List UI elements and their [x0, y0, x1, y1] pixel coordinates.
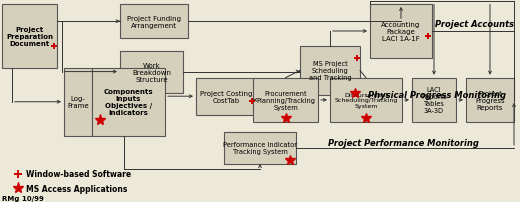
Text: Project Costing
CostTab: Project Costing CostTab: [200, 90, 252, 103]
Bar: [224, 132, 296, 164]
Text: Project
Progress
Reports: Project Progress Reports: [475, 90, 505, 110]
Text: Project Accounts: Project Accounts: [435, 20, 514, 29]
Bar: [92, 68, 165, 136]
Text: Components
Inputs
Objectives /
Indicators: Components Inputs Objectives / Indicator…: [103, 89, 153, 116]
Text: Project Funding
Arrangement: Project Funding Arrangement: [127, 16, 181, 28]
Bar: [120, 5, 188, 39]
Text: Performance Indicator
Tracking System: Performance Indicator Tracking System: [223, 142, 297, 155]
Bar: [370, 5, 432, 59]
Text: Work
Breakdown
Structure: Work Breakdown Structure: [132, 62, 171, 82]
Text: Project
Preparation
Document: Project Preparation Document: [6, 27, 53, 47]
Text: MS Access Applications: MS Access Applications: [26, 184, 127, 193]
Text: LACI
Reports
Tables
3A-3D: LACI Reports Tables 3A-3D: [421, 87, 447, 114]
Text: RMg 10/99: RMg 10/99: [2, 195, 44, 201]
Text: Window-based Software: Window-based Software: [26, 169, 131, 178]
Text: Log-
Frame: Log- Frame: [67, 96, 89, 109]
Bar: [300, 46, 360, 96]
Text: Physical Progress Monitoring: Physical Progress Monitoring: [368, 91, 506, 100]
Bar: [253, 78, 318, 122]
Bar: [466, 78, 514, 122]
Bar: [64, 68, 92, 136]
Text: MS Project
Scheduling
and Tracking: MS Project Scheduling and Tracking: [309, 61, 352, 81]
Bar: [2, 5, 57, 68]
Bar: [412, 78, 456, 122]
Text: Disbursement
Scheduling/Tracking
System: Disbursement Scheduling/Tracking System: [334, 92, 398, 109]
Bar: [120, 52, 183, 93]
Bar: [196, 78, 256, 115]
Text: Project Performance Monitoring: Project Performance Monitoring: [328, 139, 479, 148]
Text: Accounting
Package
LACI 1A-1F: Accounting Package LACI 1A-1F: [381, 22, 421, 42]
Text: Procurement
Planning/Tracking
System: Procurement Planning/Tracking System: [256, 90, 315, 110]
Bar: [330, 78, 402, 122]
